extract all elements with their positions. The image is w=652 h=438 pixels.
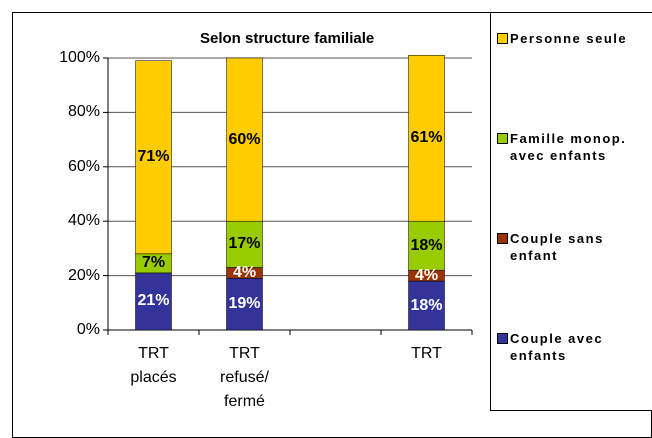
data-label: 71% <box>137 148 170 166</box>
legend-swatch <box>497 333 508 344</box>
legend-label: Personne seule <box>510 31 628 46</box>
legend-swatch <box>497 133 508 144</box>
data-label: 18% <box>410 296 443 314</box>
bar-segment <box>226 278 263 331</box>
x-tick-label: TRT refusé/ fermé <box>220 345 269 410</box>
y-tick-label: 0% <box>76 321 100 338</box>
data-label: 60% <box>228 130 261 148</box>
legend-label: Famille monop. avec enfants <box>510 131 627 163</box>
legend-label: Couple sans enfant <box>510 231 604 263</box>
y-tick-label: 80% <box>67 103 100 121</box>
y-tick-label: 60% <box>67 157 100 175</box>
legend-box <box>490 12 652 411</box>
bar-segment <box>408 220 445 271</box>
chart-title: Selon structure familiale <box>200 30 375 47</box>
bar-segment <box>135 60 172 255</box>
y-tick-label: 20% <box>67 266 100 284</box>
data-label: 17% <box>228 235 261 253</box>
data-label: 18% <box>410 236 443 254</box>
data-label: 4% <box>232 263 257 281</box>
legend-swatch <box>497 33 508 44</box>
bar-segment <box>408 55 445 222</box>
data-label: 21% <box>137 292 170 310</box>
data-label: 19% <box>228 295 261 313</box>
y-tick-label: 40% <box>67 212 100 230</box>
legend-label: Couple avec enfants <box>510 331 604 363</box>
bar-segment <box>408 280 445 331</box>
data-label: 7% <box>141 254 166 272</box>
bar-segment <box>226 57 263 222</box>
legend-swatch <box>497 233 508 244</box>
data-label: 4% <box>414 266 439 284</box>
data-label: 61% <box>410 129 443 147</box>
bar-segment <box>135 272 172 331</box>
y-tick-label: 100% <box>59 49 100 66</box>
x-tick-label: TRT <box>411 345 442 362</box>
x-tick-label: TRT placés <box>130 345 177 386</box>
